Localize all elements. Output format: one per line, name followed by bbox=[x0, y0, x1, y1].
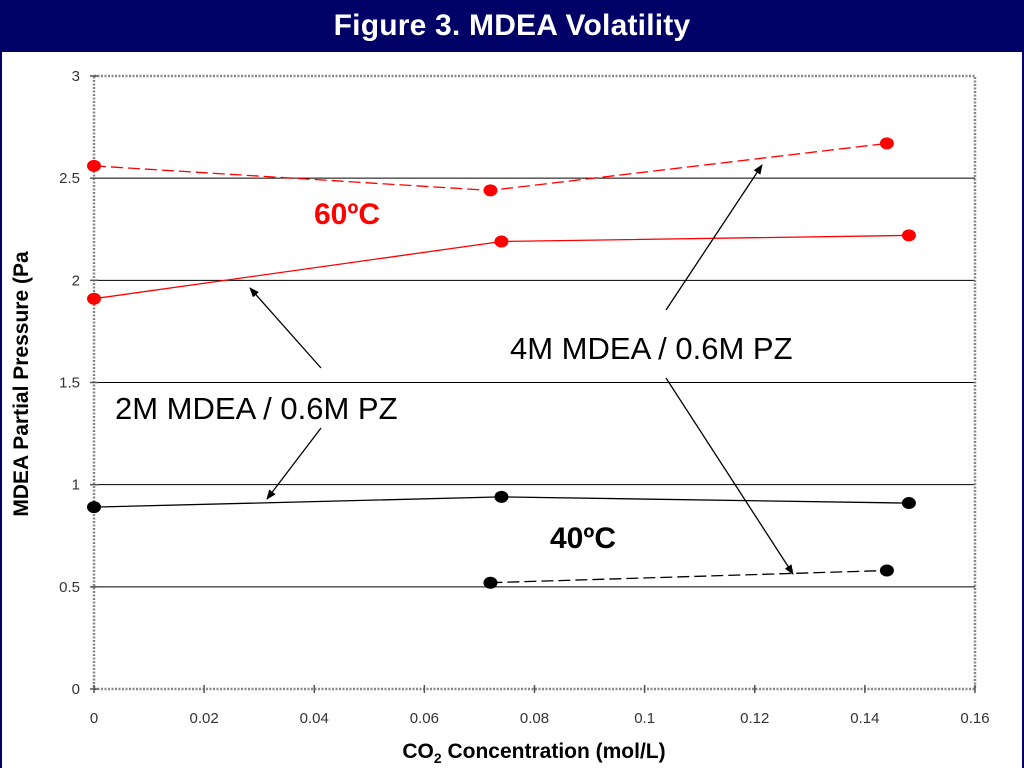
series-line-3 bbox=[490, 569, 887, 584]
series-2-point-2 bbox=[901, 497, 916, 510]
x-tick-label-4: 0.08 bbox=[520, 710, 549, 727]
series-0-point-0 bbox=[87, 159, 101, 172]
annotation-2m-mdea: 2M MDEA / 0.6M PZ bbox=[115, 391, 398, 426]
series-line-0 bbox=[93, 142, 887, 192]
series-2-point-0 bbox=[87, 501, 101, 514]
frame-left-border bbox=[0, 52, 2, 768]
series-0-point-1 bbox=[483, 184, 498, 197]
y-axis-label: MDEA Partial Pressure (Pa bbox=[10, 251, 33, 517]
annotation-40c: 40ºC bbox=[550, 522, 616, 555]
series-layer bbox=[87, 137, 916, 589]
series-3-point-0 bbox=[483, 576, 498, 589]
annotation-60c: 60ºC bbox=[314, 198, 380, 231]
x-tick-label-0: 0 bbox=[90, 710, 98, 727]
series-1-point-2 bbox=[901, 229, 916, 242]
page-title: Figure 3. MDEA Volatility bbox=[333, 9, 691, 42]
x-tick-label-5: 0.1 bbox=[634, 710, 655, 727]
arrow-2m-lower bbox=[266, 427, 322, 500]
x-tick-label-3: 0.06 bbox=[410, 710, 439, 727]
y-tick-label-6: 3 bbox=[72, 68, 80, 85]
arrow-4m-upper bbox=[665, 164, 763, 311]
chart: 0 0.5 1 1.5 2 2.5 3 0 0.02 0.04 0.06 0.08 0.1 0.12 0.1… bbox=[10, 68, 990, 766]
plot-frame bbox=[90, 74, 977, 693]
x-tick-label-8: 0.16 bbox=[960, 710, 989, 727]
y-tick-label-0: 0 bbox=[72, 681, 80, 698]
title-bar: Figure 3. MDEA Volatility bbox=[0, 0, 1024, 52]
series-1-point-1 bbox=[494, 235, 509, 248]
y-tick-label-1: 0.5 bbox=[59, 579, 80, 596]
arrow-4m-lower bbox=[665, 377, 794, 575]
annotation-4m-mdea: 4M MDEA / 0.6M PZ bbox=[510, 331, 793, 366]
arrow-2m-upper bbox=[249, 287, 322, 369]
frame-right-border bbox=[1022, 52, 1024, 768]
series-0-point-2 bbox=[879, 137, 894, 150]
y-tick-label-5: 2.5 bbox=[59, 170, 80, 187]
series-1-point-0 bbox=[87, 292, 101, 305]
tick-labels: 0 0.5 1 1.5 2 2.5 3 0 0.02 0.04 0.06 0.08 0.1 0.12 0.1… bbox=[59, 68, 989, 727]
x-tick-label-2: 0.04 bbox=[300, 710, 329, 727]
y-tick-label-2: 1 bbox=[72, 477, 80, 494]
x-axis-label: CO2 Concentration (mol/L) bbox=[402, 740, 665, 766]
x-tick-label-7: 0.14 bbox=[850, 710, 879, 727]
annotation-arrows bbox=[249, 164, 794, 575]
series-3-point-1 bbox=[879, 564, 894, 577]
series-2-point-1 bbox=[494, 490, 509, 503]
y-tick-label-3: 1.5 bbox=[59, 375, 80, 392]
x-tick-label-6: 0.12 bbox=[740, 710, 769, 727]
grid-lines bbox=[94, 177, 975, 588]
y-tick-label-4: 2 bbox=[72, 272, 80, 289]
x-tick-label-1: 0.02 bbox=[190, 710, 219, 727]
